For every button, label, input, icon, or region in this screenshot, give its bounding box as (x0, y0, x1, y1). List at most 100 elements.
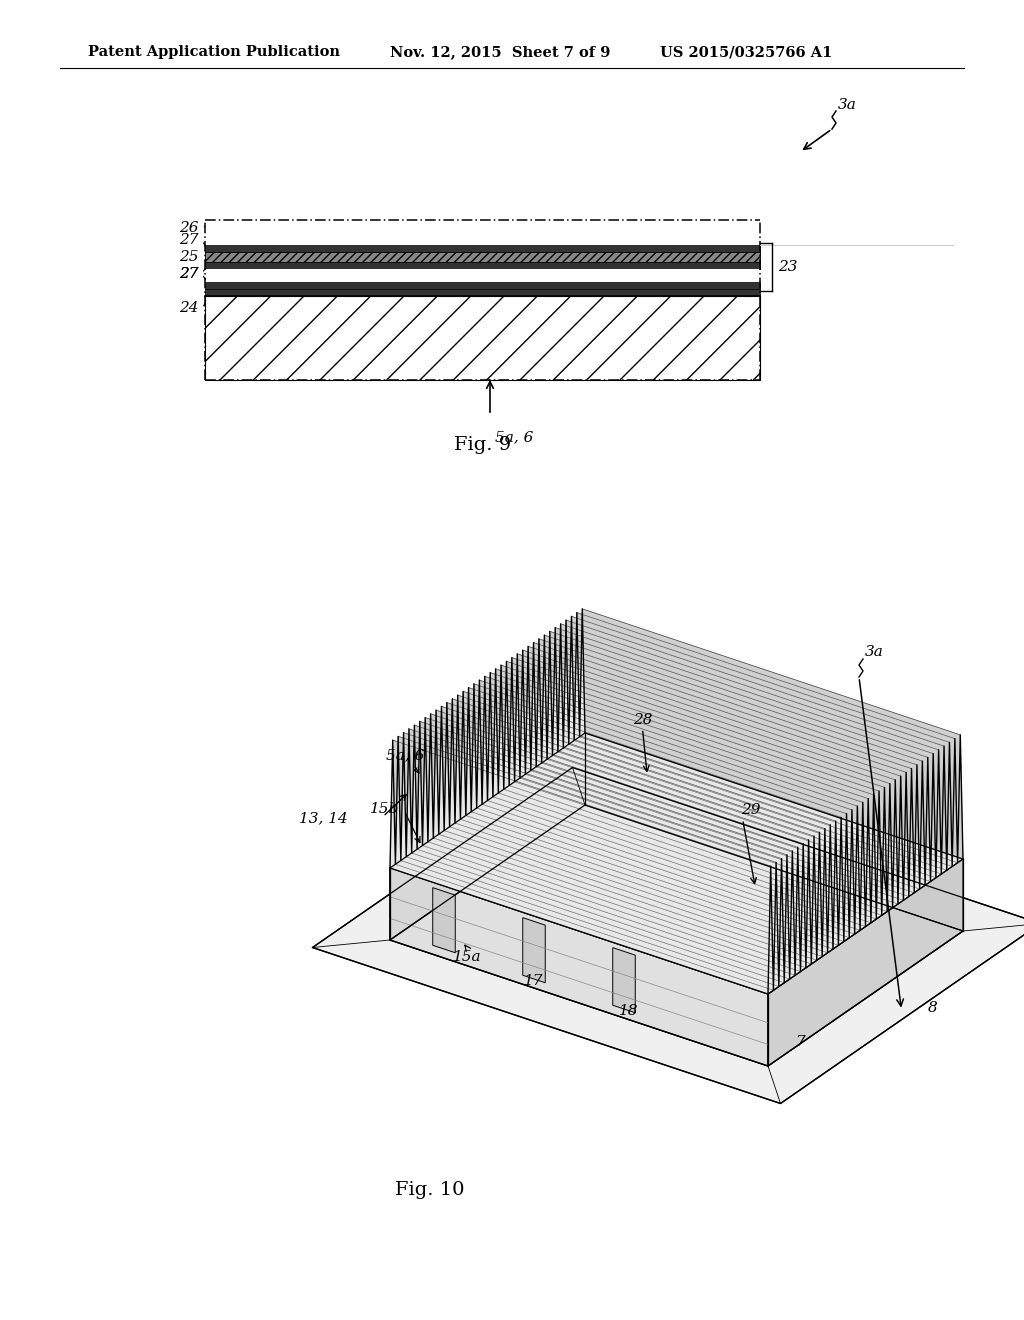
Polygon shape (471, 684, 852, 937)
Polygon shape (585, 733, 963, 931)
Text: 29: 29 (740, 803, 760, 817)
Polygon shape (612, 948, 635, 1012)
Polygon shape (474, 684, 855, 935)
Bar (205, 289, 760, 296)
Polygon shape (537, 639, 916, 892)
Polygon shape (517, 653, 898, 904)
Bar (205, 269, 760, 282)
Polygon shape (512, 657, 893, 908)
Polygon shape (417, 721, 798, 975)
Polygon shape (461, 692, 841, 945)
Text: 27: 27 (179, 267, 199, 281)
Polygon shape (534, 643, 914, 892)
Text: Fig. 10: Fig. 10 (395, 1181, 465, 1199)
Polygon shape (436, 710, 817, 960)
Polygon shape (566, 620, 947, 870)
Text: 17: 17 (524, 974, 544, 987)
Text: 3a: 3a (865, 645, 884, 659)
Text: 8: 8 (928, 1002, 937, 1015)
Polygon shape (580, 609, 961, 863)
Polygon shape (493, 669, 873, 923)
Bar (205, 296, 760, 380)
Polygon shape (490, 673, 871, 923)
Polygon shape (428, 714, 809, 968)
Polygon shape (555, 627, 936, 878)
Polygon shape (583, 609, 963, 859)
Polygon shape (577, 612, 957, 863)
Polygon shape (571, 616, 952, 866)
Text: 25: 25 (179, 249, 199, 264)
Polygon shape (455, 696, 836, 949)
Polygon shape (395, 737, 776, 990)
Polygon shape (545, 635, 925, 886)
Bar (205, 246, 760, 252)
Polygon shape (482, 676, 863, 931)
Text: 13, 14: 13, 14 (299, 812, 348, 825)
Polygon shape (409, 729, 790, 979)
Polygon shape (550, 631, 931, 882)
Polygon shape (522, 917, 545, 983)
Polygon shape (469, 688, 849, 937)
Polygon shape (563, 620, 944, 874)
Polygon shape (504, 661, 885, 915)
Polygon shape (507, 661, 887, 912)
Polygon shape (390, 805, 963, 1067)
Polygon shape (393, 741, 773, 990)
Polygon shape (412, 725, 793, 979)
Polygon shape (463, 692, 844, 941)
Polygon shape (407, 729, 787, 983)
Polygon shape (441, 706, 822, 957)
Polygon shape (479, 680, 860, 931)
Text: US 2015/0325766 A1: US 2015/0325766 A1 (660, 45, 833, 59)
Polygon shape (539, 639, 920, 888)
Polygon shape (525, 647, 906, 900)
Polygon shape (501, 665, 882, 915)
Polygon shape (438, 706, 819, 960)
Polygon shape (553, 627, 933, 882)
Bar (205, 252, 760, 261)
Polygon shape (312, 767, 1024, 1104)
Polygon shape (487, 673, 868, 927)
Polygon shape (484, 676, 865, 927)
Polygon shape (425, 718, 806, 968)
Polygon shape (515, 653, 895, 908)
Polygon shape (509, 657, 890, 912)
Polygon shape (476, 680, 857, 935)
Polygon shape (530, 643, 911, 896)
Polygon shape (528, 647, 909, 896)
Polygon shape (403, 733, 784, 983)
Text: 5a, 6: 5a, 6 (386, 748, 425, 762)
Polygon shape (574, 612, 954, 866)
Polygon shape (420, 721, 801, 972)
Text: Nov. 12, 2015  Sheet 7 of 9: Nov. 12, 2015 Sheet 7 of 9 (390, 45, 610, 59)
Polygon shape (458, 696, 839, 945)
Polygon shape (398, 737, 779, 986)
Text: Patent Application Publication: Patent Application Publication (88, 45, 340, 59)
Text: Fig. 9: Fig. 9 (454, 436, 511, 454)
Text: 27: 27 (179, 234, 199, 248)
Polygon shape (390, 733, 963, 994)
Text: 15b: 15b (371, 803, 399, 816)
Polygon shape (499, 665, 879, 919)
Polygon shape (433, 887, 456, 953)
Polygon shape (522, 651, 903, 900)
Text: 28: 28 (633, 713, 652, 726)
Text: 23: 23 (778, 260, 798, 275)
Polygon shape (450, 698, 830, 953)
Text: 18: 18 (620, 1005, 639, 1018)
Polygon shape (768, 859, 963, 1067)
Text: 15a: 15a (453, 950, 481, 964)
Polygon shape (444, 702, 825, 957)
Text: 27: 27 (179, 267, 199, 281)
Bar (205, 282, 760, 289)
Polygon shape (542, 635, 923, 888)
Polygon shape (547, 631, 928, 886)
Polygon shape (423, 718, 803, 972)
Polygon shape (453, 698, 833, 949)
Polygon shape (390, 733, 585, 940)
Polygon shape (415, 725, 795, 975)
Polygon shape (446, 702, 827, 953)
Polygon shape (400, 733, 781, 986)
Polygon shape (466, 688, 847, 941)
Text: 7: 7 (795, 1035, 805, 1049)
